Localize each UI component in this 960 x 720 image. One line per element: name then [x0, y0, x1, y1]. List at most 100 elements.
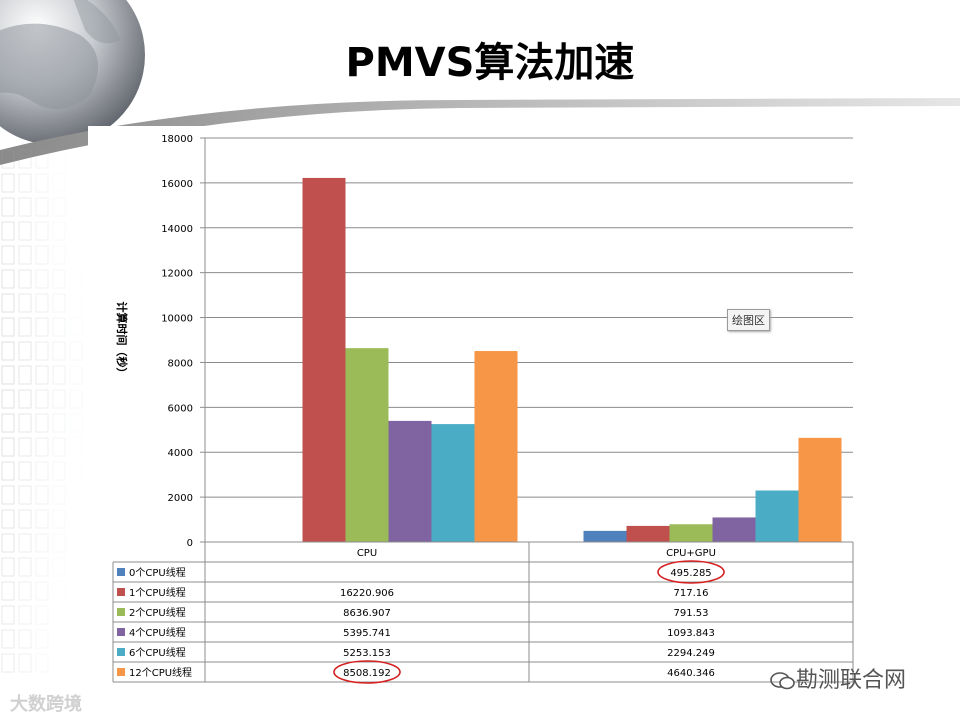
legend-swatch — [117, 568, 125, 576]
bar-1-4 — [755, 490, 799, 542]
decor-square — [35, 437, 49, 457]
decor-square — [35, 197, 49, 217]
decor-square — [52, 557, 66, 577]
grid-squares-pattern — [1, 149, 83, 673]
y-tick-label: 10000 — [161, 314, 193, 325]
decor-square — [52, 413, 66, 433]
decor-square — [52, 461, 66, 481]
table-cell-value: 5253.153 — [343, 648, 391, 659]
decor-square — [52, 197, 66, 217]
highlight-circle — [333, 660, 401, 684]
decor-square — [52, 317, 66, 337]
legend-label: 0个CPU线程 — [129, 566, 186, 579]
highlight-circle — [657, 560, 725, 584]
table-cell-value: 8508.192 — [343, 668, 391, 679]
decor-square — [52, 509, 66, 529]
decor-square — [35, 365, 49, 385]
decor-square — [1, 269, 15, 289]
decor-square — [35, 533, 49, 553]
decor-square — [52, 389, 66, 409]
legend-swatch — [117, 608, 125, 616]
decor-square — [18, 245, 32, 265]
legend-label: 12个CPU线程 — [129, 666, 192, 679]
decor-square — [1, 413, 15, 433]
decor-square — [35, 509, 49, 529]
y-axis-ticks: 0 2000 4000 6000 8000 10000 12000 14000 16000 180… — [161, 134, 205, 549]
legend-label: 4个CPU线程 — [129, 626, 186, 639]
decor-square — [18, 317, 32, 337]
y-tick-label: 4000 — [168, 448, 193, 459]
decor-square — [1, 581, 15, 601]
decor-square — [1, 485, 15, 505]
legend-swatch — [117, 628, 125, 636]
legend-swatch — [117, 668, 125, 676]
globe-graphic — [0, 0, 145, 145]
decor-square — [1, 653, 15, 673]
decor-square — [52, 269, 66, 289]
y-axis-label: 计算时间（秒） — [115, 302, 129, 379]
decor-square — [1, 173, 15, 193]
decor-square — [18, 485, 32, 505]
decor-square — [18, 509, 32, 529]
legend-label: 6个CPU线程 — [129, 646, 186, 659]
decor-square — [18, 365, 32, 385]
decor-square — [1, 245, 15, 265]
decor-square — [35, 341, 49, 361]
decor-square — [18, 653, 32, 673]
legend-label: 2个CPU线程 — [129, 606, 186, 619]
decor-square — [35, 581, 49, 601]
plot-area-tooltip: 绘图区 — [727, 309, 770, 331]
decor-square — [18, 149, 32, 169]
decor-square — [18, 293, 32, 313]
decor-square — [52, 221, 66, 241]
decor-square — [52, 173, 66, 193]
decor-square — [1, 605, 15, 625]
table-cell-value: 16220.906 — [340, 588, 394, 599]
decor-square — [1, 341, 15, 361]
decor-square — [1, 533, 15, 553]
decor-square — [52, 437, 66, 457]
decor-square — [52, 365, 66, 385]
decor-square — [35, 629, 49, 649]
decor-square — [52, 341, 66, 361]
decor-square — [52, 533, 66, 553]
bar-1-5 — [798, 437, 842, 542]
decor-square — [18, 389, 32, 409]
decor-square — [69, 365, 83, 385]
y-tick-label: 6000 — [168, 403, 193, 414]
decor-square — [18, 557, 32, 577]
y-tick-label: 16000 — [161, 179, 193, 190]
table-cell-value: 4640.346 — [667, 668, 715, 679]
decor-square — [35, 461, 49, 481]
decor-square — [35, 173, 49, 193]
decor-square — [1, 221, 15, 241]
bar-0-2 — [345, 348, 389, 542]
decor-square — [1, 461, 15, 481]
decor-square — [52, 485, 66, 505]
decor-square — [1, 389, 15, 409]
y-tick-label: 2000 — [168, 493, 193, 504]
plot-area — [205, 138, 853, 542]
table-cell-value: 717.16 — [674, 588, 709, 599]
decor-square — [69, 389, 83, 409]
decor-square — [35, 317, 49, 337]
bar-0-3 — [388, 420, 432, 542]
legend-label: 1个CPU线程 — [129, 586, 186, 599]
decor-square — [18, 461, 32, 481]
table-cell-value: 8636.907 — [343, 608, 391, 619]
decor-square — [18, 533, 32, 553]
decor-square — [35, 293, 49, 313]
y-tick-label: 0 — [187, 538, 193, 549]
bar-1-3 — [712, 517, 756, 542]
table-cell-value: 495.285 — [670, 568, 711, 579]
table-cell-value: 5395.741 — [343, 628, 391, 639]
decor-square — [1, 437, 15, 457]
bar-1-2 — [669, 524, 713, 542]
decor-square — [35, 269, 49, 289]
decor-square — [1, 149, 15, 169]
decor-square — [18, 269, 32, 289]
legend-swatch — [117, 648, 125, 656]
decor-square — [18, 629, 32, 649]
